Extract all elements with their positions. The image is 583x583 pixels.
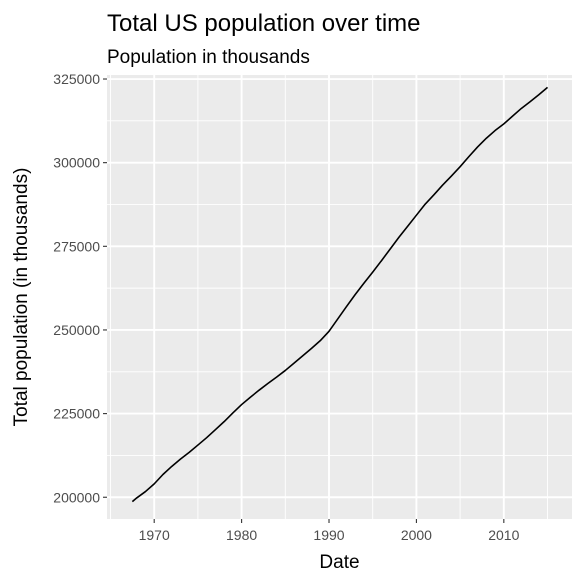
plot-panel	[107, 75, 572, 519]
y-tick-label: 225000	[53, 406, 100, 422]
x-tick-label: 1970	[139, 527, 170, 543]
x-tick-label: 2000	[401, 527, 432, 543]
y-axis: 200000 225000 250000 275000 300000 325000	[53, 71, 107, 505]
x-tick-label: 1980	[226, 527, 257, 543]
y-tick-label: 250000	[53, 322, 100, 338]
x-tick-label: 1990	[313, 527, 344, 543]
y-axis-title: Total population (in thousands)	[11, 168, 32, 427]
x-axis: 1970 1980 1990 2000 2010	[139, 519, 520, 543]
chart-title: Total US population over time	[107, 10, 421, 37]
series-line	[131, 86, 549, 503]
y-tick-label: 300000	[53, 155, 100, 171]
y-tick-label: 275000	[53, 238, 100, 254]
y-tick-label: 325000	[53, 71, 100, 87]
chart-subtitle: Population in thousands	[107, 47, 310, 68]
y-tick-label: 200000	[53, 489, 100, 505]
x-axis-title: Date	[319, 552, 359, 573]
x-tick-label: 2010	[488, 527, 519, 543]
series-layer	[131, 86, 549, 503]
major-gridlines	[107, 75, 572, 519]
